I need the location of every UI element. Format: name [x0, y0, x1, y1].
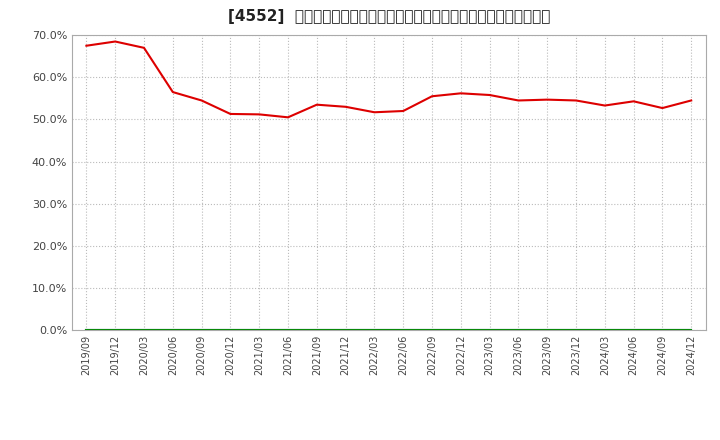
繰延税金資産 [658, 327, 667, 333]
のれん [312, 327, 321, 333]
のれん [428, 327, 436, 333]
自己資本 [312, 102, 321, 107]
のれん [341, 327, 350, 333]
繰延税金資産 [370, 327, 379, 333]
繰延税金資産 [456, 327, 465, 333]
自己資本 [543, 97, 552, 102]
のれん [456, 327, 465, 333]
自己資本 [111, 39, 120, 44]
自己資本 [600, 103, 609, 108]
自己資本 [226, 111, 235, 117]
のれん [370, 327, 379, 333]
のれん [226, 327, 235, 333]
繰延税金資産 [629, 327, 638, 333]
のれん [168, 327, 177, 333]
繰延税金資産 [428, 327, 436, 333]
自己資本 [485, 92, 494, 98]
繰延税金資産 [514, 327, 523, 333]
自己資本 [168, 89, 177, 95]
自己資本 [197, 98, 206, 103]
自己資本 [687, 98, 696, 103]
自己資本 [629, 99, 638, 104]
繰延税金資産 [168, 327, 177, 333]
繰延税金資産 [687, 327, 696, 333]
のれん [514, 327, 523, 333]
自己資本 [572, 98, 580, 103]
のれん [140, 327, 148, 333]
のれん [284, 327, 292, 333]
自己資本 [428, 94, 436, 99]
繰延税金資産 [111, 327, 120, 333]
繰延税金資産 [341, 327, 350, 333]
のれん [485, 327, 494, 333]
のれん [687, 327, 696, 333]
自己資本 [140, 45, 148, 51]
自己資本 [370, 110, 379, 115]
繰延税金資産 [197, 327, 206, 333]
繰延税金資産 [485, 327, 494, 333]
のれん [600, 327, 609, 333]
自己資本 [456, 91, 465, 96]
自己資本 [284, 115, 292, 120]
繰延税金資産 [140, 327, 148, 333]
のれん [82, 327, 91, 333]
自己資本 [658, 106, 667, 111]
繰延税金資産 [543, 327, 552, 333]
のれん [572, 327, 580, 333]
繰延税金資産 [312, 327, 321, 333]
のれん [111, 327, 120, 333]
のれん [399, 327, 408, 333]
のれん [197, 327, 206, 333]
繰延税金資産 [82, 327, 91, 333]
自己資本 [399, 108, 408, 114]
自己資本 [514, 98, 523, 103]
のれん [255, 327, 264, 333]
のれん [629, 327, 638, 333]
繰延税金資産 [600, 327, 609, 333]
自己資本 [341, 104, 350, 110]
自己資本 [82, 43, 91, 48]
繰延税金資産 [226, 327, 235, 333]
繰延税金資産 [399, 327, 408, 333]
自己資本 [255, 112, 264, 117]
のれん [543, 327, 552, 333]
繰延税金資産 [255, 327, 264, 333]
繰延税金資産 [284, 327, 292, 333]
Title: [4552]  自己資本、のれん、繰延税金資産の総資産に対する比率の推移: [4552] 自己資本、のれん、繰延税金資産の総資産に対する比率の推移 [228, 9, 550, 24]
繰延税金資産 [572, 327, 580, 333]
Line: 自己資本: 自己資本 [86, 41, 691, 117]
のれん [658, 327, 667, 333]
